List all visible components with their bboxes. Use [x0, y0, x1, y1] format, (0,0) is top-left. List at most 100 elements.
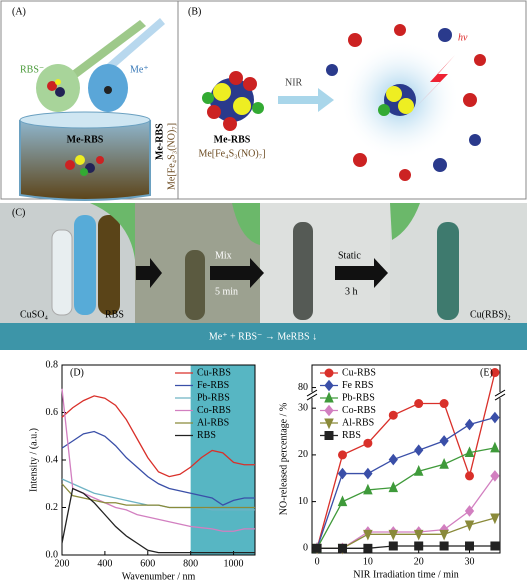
legend-marker [324, 391, 334, 403]
y-tick-label: 0.2 [46, 502, 59, 513]
label: Static [338, 250, 361, 261]
label: RBS [105, 309, 124, 320]
y-tick-label: 20 [298, 449, 308, 460]
marker [490, 470, 500, 482]
series-line [61, 487, 255, 554]
equation: Me⁺ + RBS⁻ → MeRBS ↓ [209, 331, 317, 342]
legend-label: RBS [342, 430, 361, 441]
legend-label: RBS [197, 430, 216, 441]
axis-break [306, 393, 318, 401]
label: Me[Fe₄S₃(NO)₇] [166, 123, 177, 190]
marker [337, 450, 347, 460]
legend-marker [324, 368, 334, 378]
legend-label: Fe RBS [342, 380, 373, 391]
label: RBS⁻ [20, 64, 44, 75]
axis-break [494, 393, 506, 401]
marker [414, 541, 424, 551]
series-line [316, 447, 496, 549]
legend-label: Pb-RBS [342, 392, 375, 403]
label: Cu(RBS)₂ [470, 309, 511, 320]
marker [388, 529, 399, 541]
legend-marker [324, 404, 334, 417]
x-tick-label: 30 [465, 556, 475, 567]
legend-label: Co-RBS [197, 405, 231, 416]
marker [439, 541, 449, 551]
x-tick-label: 1000 [224, 558, 244, 569]
y-tick-label: 10 [298, 496, 308, 507]
series-line [61, 395, 255, 478]
x-tick-label: 0 [315, 556, 320, 567]
y-tick-label: 0.4 [46, 454, 59, 465]
x-axis-label: Wavenumber / nm [122, 571, 196, 582]
legend-label: Cu-RBS [342, 367, 376, 378]
axis-break [495, 392, 505, 399]
marker [363, 438, 373, 448]
y-tick-label: 80 [298, 382, 308, 393]
panel-label: (E) [480, 367, 493, 378]
legend-label: Al-RBS [342, 417, 374, 428]
marker [464, 446, 475, 458]
marker [337, 495, 348, 507]
marker [388, 453, 398, 466]
marker [388, 410, 398, 420]
panel-c-art [0, 203, 527, 350]
legend-label: Fe-RBS [197, 380, 229, 391]
x-tick-label: 20 [414, 556, 424, 567]
y-axis-label: Intensity / (a.u.) [28, 428, 39, 492]
marker [312, 543, 322, 553]
x-tick-label: 400 [97, 558, 112, 569]
label: NIR [285, 77, 303, 88]
series-line [61, 388, 255, 532]
marker [439, 529, 449, 541]
label: Me⁺ [130, 64, 149, 75]
axis-break [306, 389, 318, 397]
x-axis-label: NIR Irradiation time / min [353, 569, 459, 580]
x-tick-label: 600 [140, 558, 155, 569]
marker [388, 541, 398, 551]
label: Me-RBS [67, 134, 104, 145]
x-tick-label: 200 [55, 558, 70, 569]
marker [490, 541, 500, 551]
x-tick-label: 800 [183, 558, 198, 569]
marker [465, 471, 475, 481]
panel-label: (B) [188, 6, 201, 17]
legend-marker [324, 418, 334, 430]
marker [464, 418, 475, 431]
legend-label: Co-RBS [342, 405, 376, 416]
panel-a-art [19, 18, 165, 201]
marker [388, 481, 399, 493]
label: Mix [215, 250, 232, 261]
marker [363, 483, 373, 495]
panel-label: (A) [12, 6, 26, 17]
legend-marker [324, 431, 334, 440]
marker [439, 458, 449, 469]
series-line [61, 483, 255, 509]
label: 5 min [215, 286, 238, 297]
y-tick-label: 0.6 [46, 407, 59, 418]
y-tick-label: 0.0 [46, 549, 59, 560]
y-tick-label: 30 [298, 402, 308, 413]
marker [363, 529, 373, 541]
label: Me[Fe₄S₃(NO)₇] [198, 148, 265, 159]
legend-label: Cu-RBS [197, 367, 231, 378]
label: Me-RBS [154, 123, 165, 160]
marker [464, 505, 475, 517]
marker [490, 441, 500, 453]
marker [363, 543, 373, 553]
marker [414, 399, 424, 409]
plot-frame [311, 364, 501, 554]
marker [439, 435, 449, 447]
marker [464, 520, 475, 532]
legend-marker [324, 379, 334, 392]
marker [414, 444, 424, 457]
axis-break [307, 392, 317, 399]
y-axis-label: NO-released percentage / % [278, 403, 289, 515]
marker [490, 411, 500, 424]
marker [337, 467, 348, 480]
series-line [61, 430, 255, 506]
legend-label: Pb-RBS [197, 392, 230, 403]
shade [190, 365, 255, 555]
label: Me-RBS [214, 134, 251, 145]
marker [490, 513, 500, 525]
